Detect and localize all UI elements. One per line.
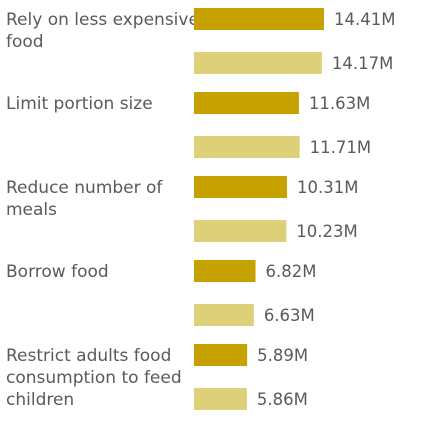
bar	[194, 344, 248, 366]
data-label: 10.31M	[297, 178, 358, 197]
bar	[194, 136, 300, 158]
data-label: 14.17M	[332, 54, 393, 73]
data-label: 6.63M	[264, 306, 315, 325]
bar	[194, 388, 247, 410]
category-label: Borrow food	[6, 262, 109, 282]
bar	[194, 8, 324, 30]
bar	[194, 304, 254, 326]
category-label: Reduce number of meals	[6, 178, 163, 220]
bar	[194, 52, 322, 74]
bar	[194, 260, 256, 282]
data-label: 14.41M	[334, 10, 395, 29]
data-label: 10.23M	[296, 222, 357, 241]
data-label: 5.86M	[257, 390, 308, 409]
category-label: Limit portion size	[6, 94, 153, 114]
bar	[194, 220, 287, 242]
data-label: 11.71M	[310, 138, 371, 157]
data-label: 11.63M	[309, 94, 370, 113]
data-label: 6.82M	[266, 262, 317, 281]
category-label: Rely on less expensive food	[6, 10, 199, 52]
bar	[194, 92, 299, 114]
data-label: 5.89M	[257, 346, 308, 365]
category-label: Restrict adults food consumption to feed c…	[6, 346, 182, 410]
bar	[194, 176, 288, 198]
